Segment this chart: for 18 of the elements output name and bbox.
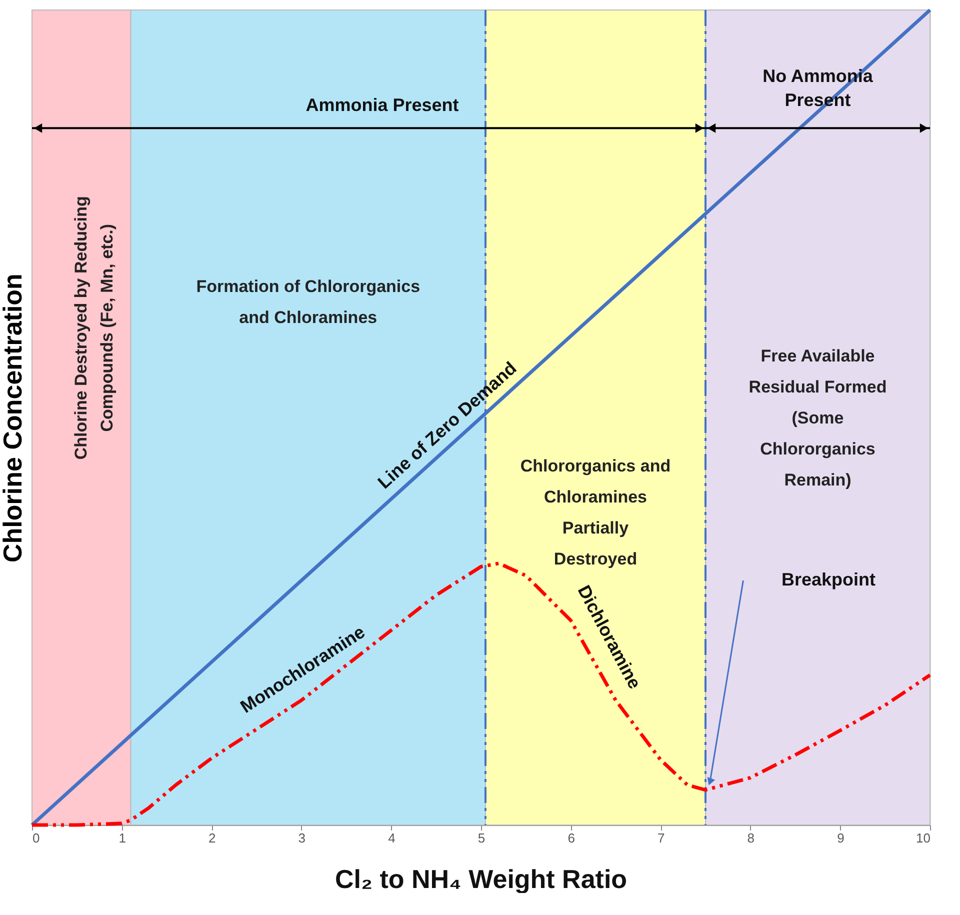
x-tick-label: 6 [568, 830, 575, 846]
annotation: Ammonia Present [306, 95, 459, 116]
x-tick-label: 7 [657, 830, 665, 846]
x-tick-label: 2 [208, 830, 216, 846]
x-tick-label: 10 [916, 830, 930, 846]
band-label: Formation of Chlororganics and Chloramines [196, 277, 420, 328]
x-tick-label: 9 [837, 830, 844, 846]
band-label: Chlorine Destroyed by Reducing Compounds (Fe, Mn, etc.) [71, 196, 116, 460]
x-tick-label: 1 [118, 830, 126, 846]
x-tick-label: 3 [298, 830, 306, 846]
x-tick-label: 8 [747, 830, 755, 846]
annotation: Breakpoint [782, 570, 876, 590]
band-label: Chlororganics and Chloramines Partially Destroyed [520, 456, 671, 568]
x-tick-label: 5 [478, 830, 486, 846]
x-tick-label: 0 [32, 830, 40, 846]
y-axis-title: Chlorine Concentration [0, 274, 28, 562]
x-tick-label: 4 [388, 830, 396, 846]
band-label: Free Available Residual Formed (Some Chlororganics Remain) [748, 346, 887, 490]
